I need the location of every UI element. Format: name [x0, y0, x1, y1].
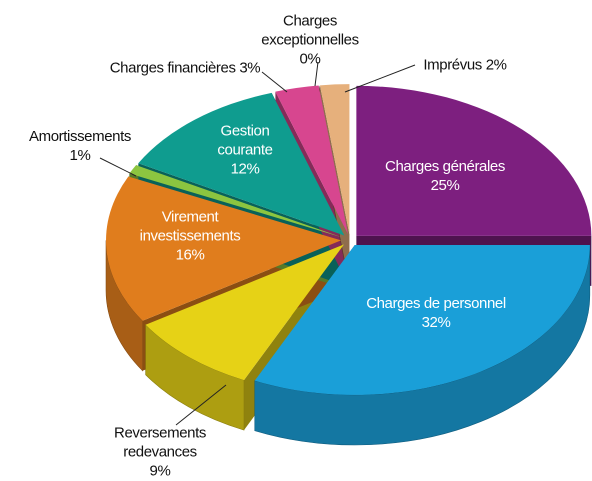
category-label: Charges générales — [385, 158, 505, 175]
value-label: 9% — [149, 462, 171, 480]
value-label: 16% — [175, 246, 205, 264]
value-label: 3% — [239, 59, 261, 77]
leader-line — [99, 157, 137, 177]
slice-label: Charges exceptionnelles 0% — [235, 12, 385, 69]
category-label: Amortissements — [29, 128, 131, 145]
slice-tops — [106, 84, 592, 395]
slice-label: Charges de personnel 32% — [336, 294, 536, 332]
leader-line — [261, 71, 288, 93]
leader-line — [175, 384, 227, 426]
slice-label: Imprévus 2% — [405, 56, 525, 75]
leader-line — [344, 64, 416, 93]
value-label: 12% — [230, 160, 260, 178]
slice-label: Gestion courante 12% — [205, 122, 285, 179]
slice-label: Reversements redevances 9% — [90, 424, 230, 481]
value-label: 1% — [69, 147, 91, 164]
leader-line — [314, 61, 319, 87]
slice — [145, 244, 345, 381]
slice-label: Charges financières 3% — [85, 59, 285, 78]
slice — [129, 165, 342, 238]
value-label: 0% — [299, 50, 321, 68]
slice — [319, 84, 350, 235]
category-label: Charges exceptionnelles — [261, 12, 359, 49]
slice — [275, 85, 349, 235]
category-label: Imprévus — [423, 56, 482, 74]
slice-label: Charges générales 25% — [370, 157, 520, 195]
category-label: Reversements redevances — [114, 424, 206, 461]
category-label: Charges de personnel — [366, 295, 506, 312]
slice — [254, 244, 590, 395]
slice — [106, 176, 342, 321]
slice-label: Virement investissements 16% — [125, 208, 255, 265]
slice — [356, 85, 592, 236]
value-label: 32% — [421, 314, 451, 331]
category-label: Gestion courante — [217, 122, 273, 159]
category-label: Charges financières — [109, 59, 236, 77]
category-label: Virement investissements — [139, 208, 241, 245]
value-label: 2% — [485, 56, 507, 74]
slice-label: Amortissements 1% — [10, 127, 150, 165]
slice — [138, 92, 345, 236]
value-label: 25% — [430, 177, 460, 194]
